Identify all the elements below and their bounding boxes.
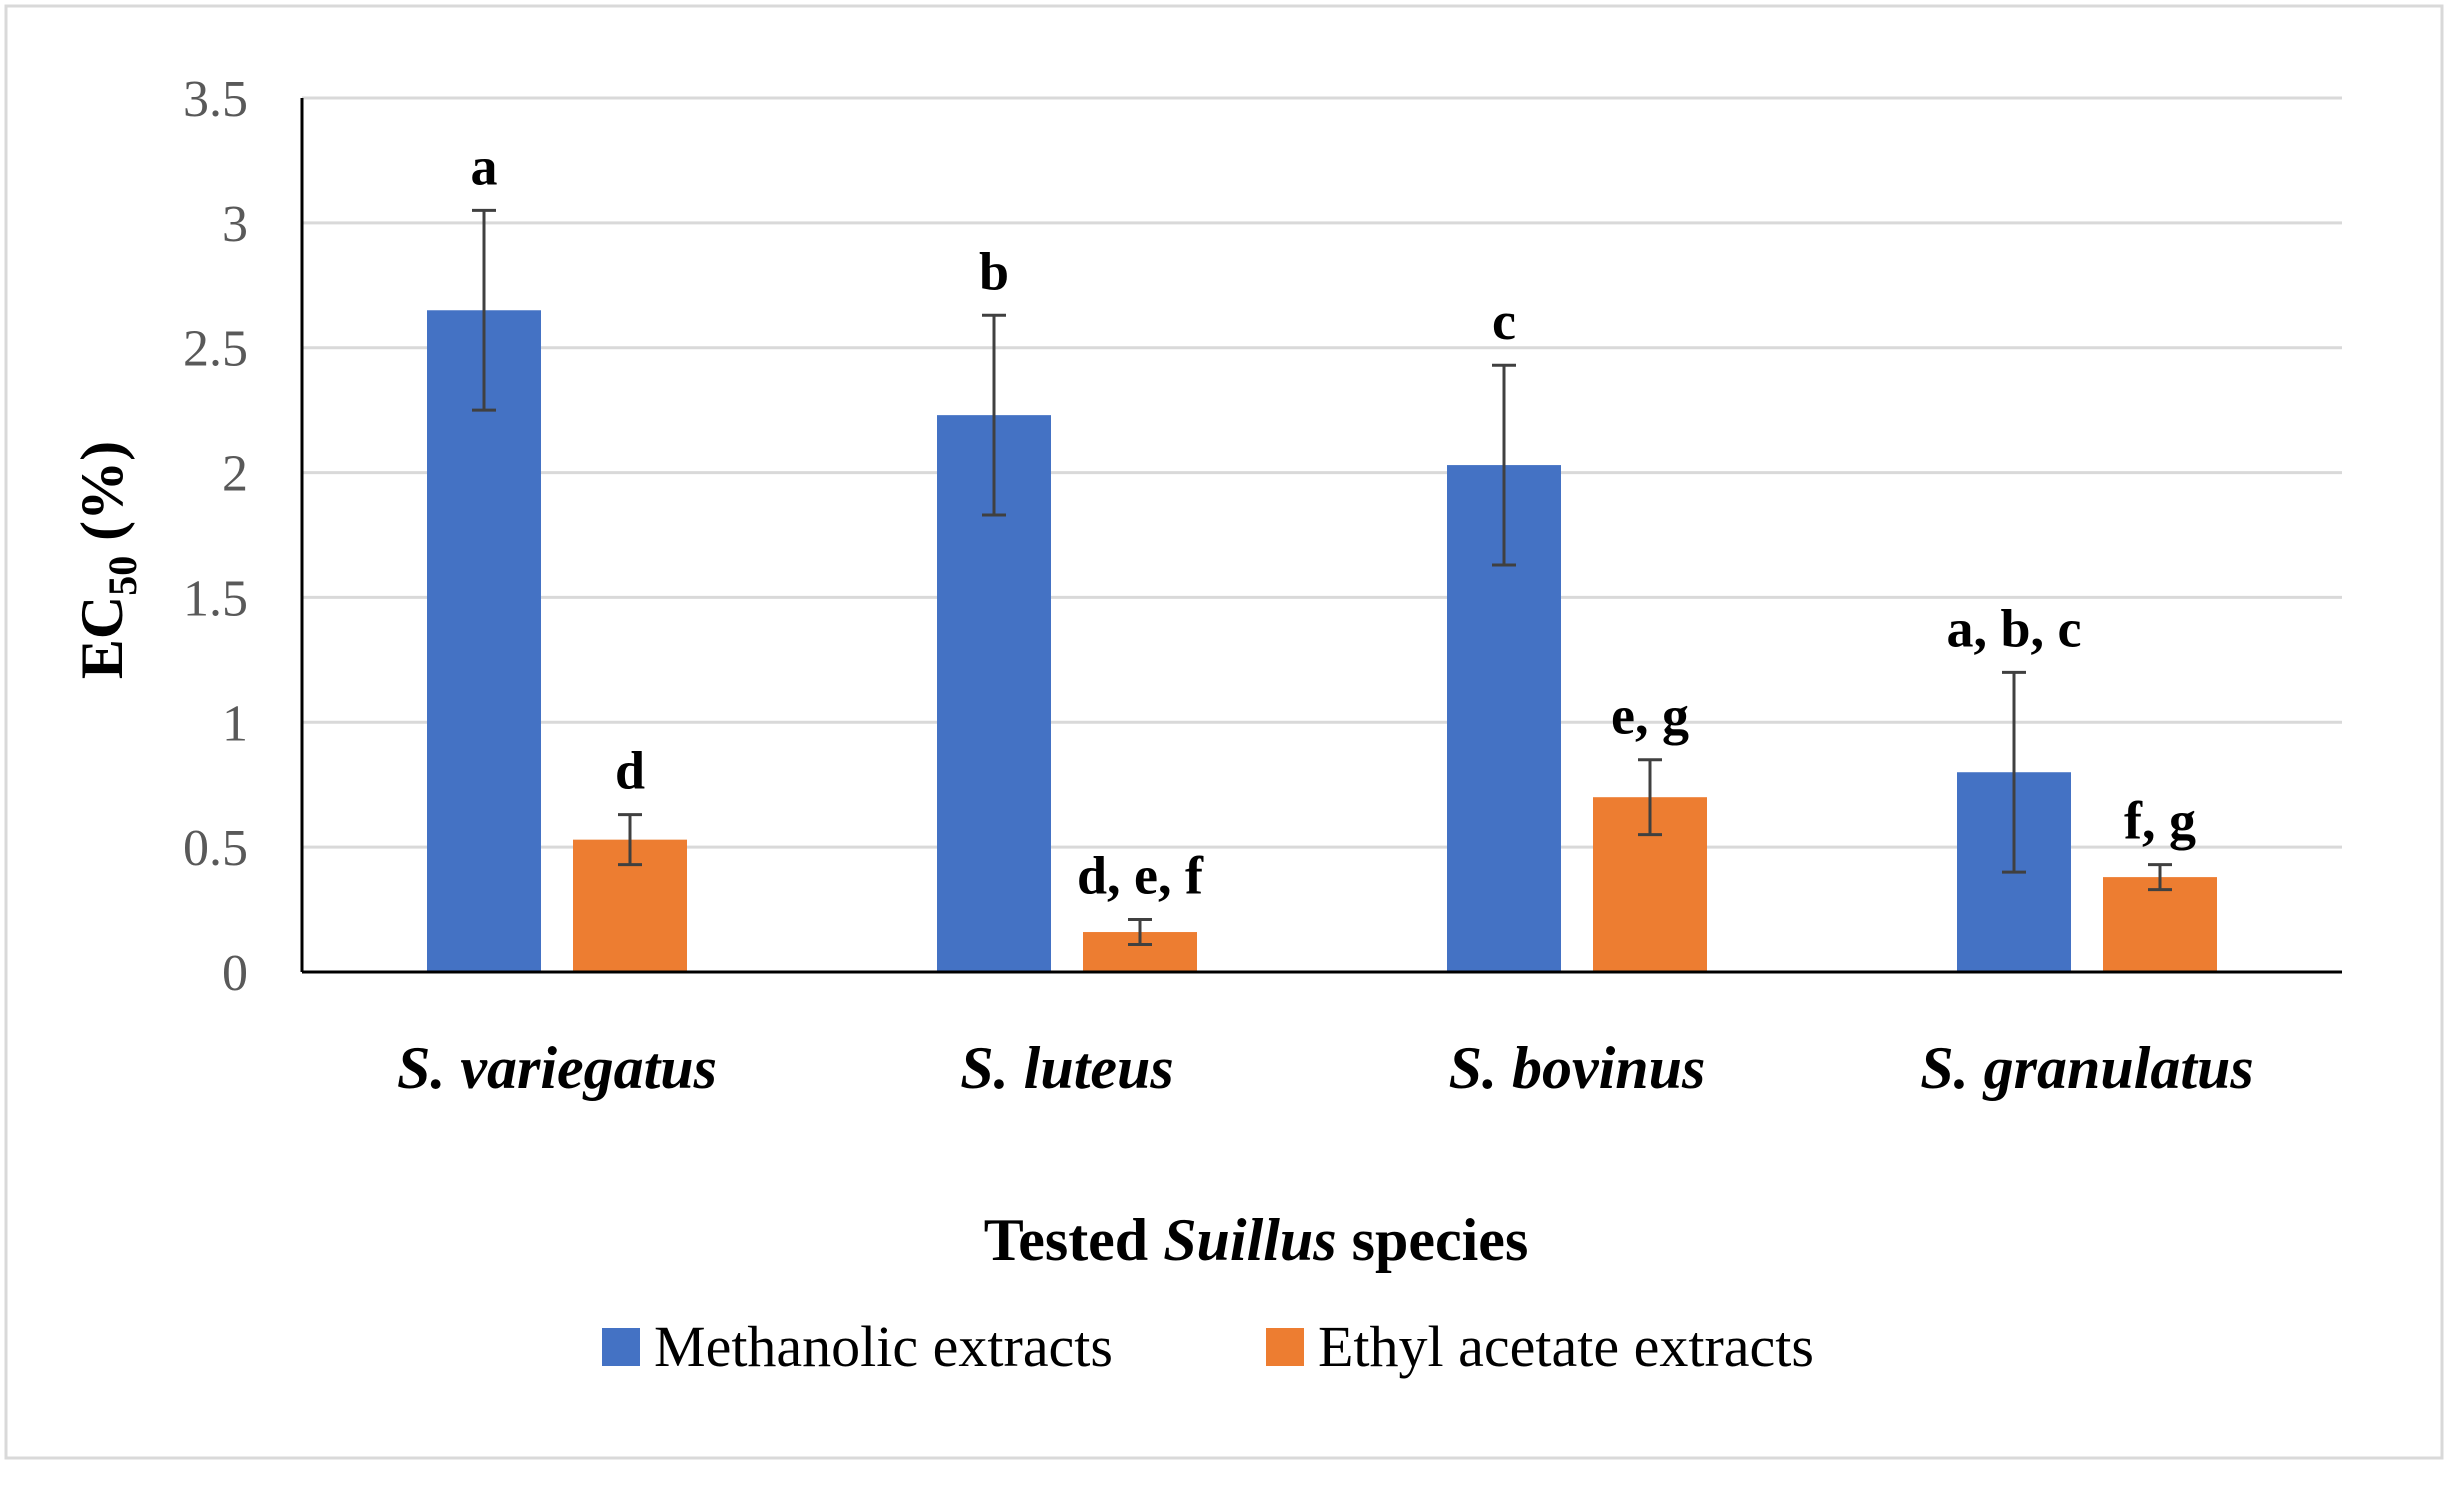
y-axis-title-sub: 50 <box>100 556 145 596</box>
x-category-label: S. luteus <box>960 1035 1173 1101</box>
x-axis-title-prefix: Tested <box>984 1207 1163 1273</box>
x-category-label: S. variegatus <box>397 1035 717 1101</box>
legend: Methanolic extracts Ethyl acetate extrac… <box>602 1314 1814 1379</box>
figure-frame <box>4 4 2444 1460</box>
y-tick-label: 2.5 <box>183 321 248 378</box>
significance-label: d <box>615 741 645 801</box>
significance-label: c <box>1492 291 1516 351</box>
y-axis-title-main: EC <box>69 596 135 679</box>
y-axis-title: EC50 (%) <box>69 441 145 679</box>
y-tick-label: 0.5 <box>183 820 248 877</box>
legend-label-ethyl-acetate: Ethyl acetate extracts <box>1318 1314 1814 1379</box>
y-tick-label: 3.5 <box>183 71 248 128</box>
y-tick-label: 1.5 <box>183 570 248 627</box>
y-tick-label: 2 <box>222 446 248 503</box>
legend-swatch-methanolic <box>602 1328 640 1366</box>
y-tick-label: 0 <box>222 945 248 1002</box>
y-axis-title-suffix: (%) <box>69 441 135 556</box>
significance-label: e, g <box>1611 686 1689 746</box>
label-layer: a d S. variegatus b d, e, f S. luteus c e, g S. … <box>397 136 2254 1101</box>
axis-layer <box>300 98 2342 974</box>
x-category-label: S. granulatus <box>1920 1035 2254 1101</box>
significance-label: a, b, c <box>1947 598 2082 658</box>
y-tick-layer: 0 0.5 1 1.5 2 2.5 3 3.5 <box>183 71 248 1002</box>
y-tick-label: 3 <box>222 196 248 253</box>
legend-label-methanolic: Methanolic extracts <box>654 1314 1113 1379</box>
significance-label: a <box>471 136 498 196</box>
x-axis-title-italic: Suillus <box>1163 1207 1336 1273</box>
x-axis-title-suffix: species <box>1337 1207 1529 1273</box>
x-axis-title: Tested Suillus species <box>984 1207 1529 1273</box>
significance-label: f, g <box>2124 791 2196 851</box>
x-category-label: S. bovinus <box>1449 1035 1706 1101</box>
significance-label: b <box>979 241 1009 301</box>
y-tick-label: 1 <box>222 695 248 752</box>
bar-layer <box>427 208 2217 972</box>
significance-label: d, e, f <box>1077 846 1204 906</box>
bar-ethyl-acetate-extracts <box>2103 877 2217 972</box>
bar-methanolic-extracts <box>427 310 541 972</box>
legend-swatch-ethyl-acetate <box>1266 1328 1304 1366</box>
